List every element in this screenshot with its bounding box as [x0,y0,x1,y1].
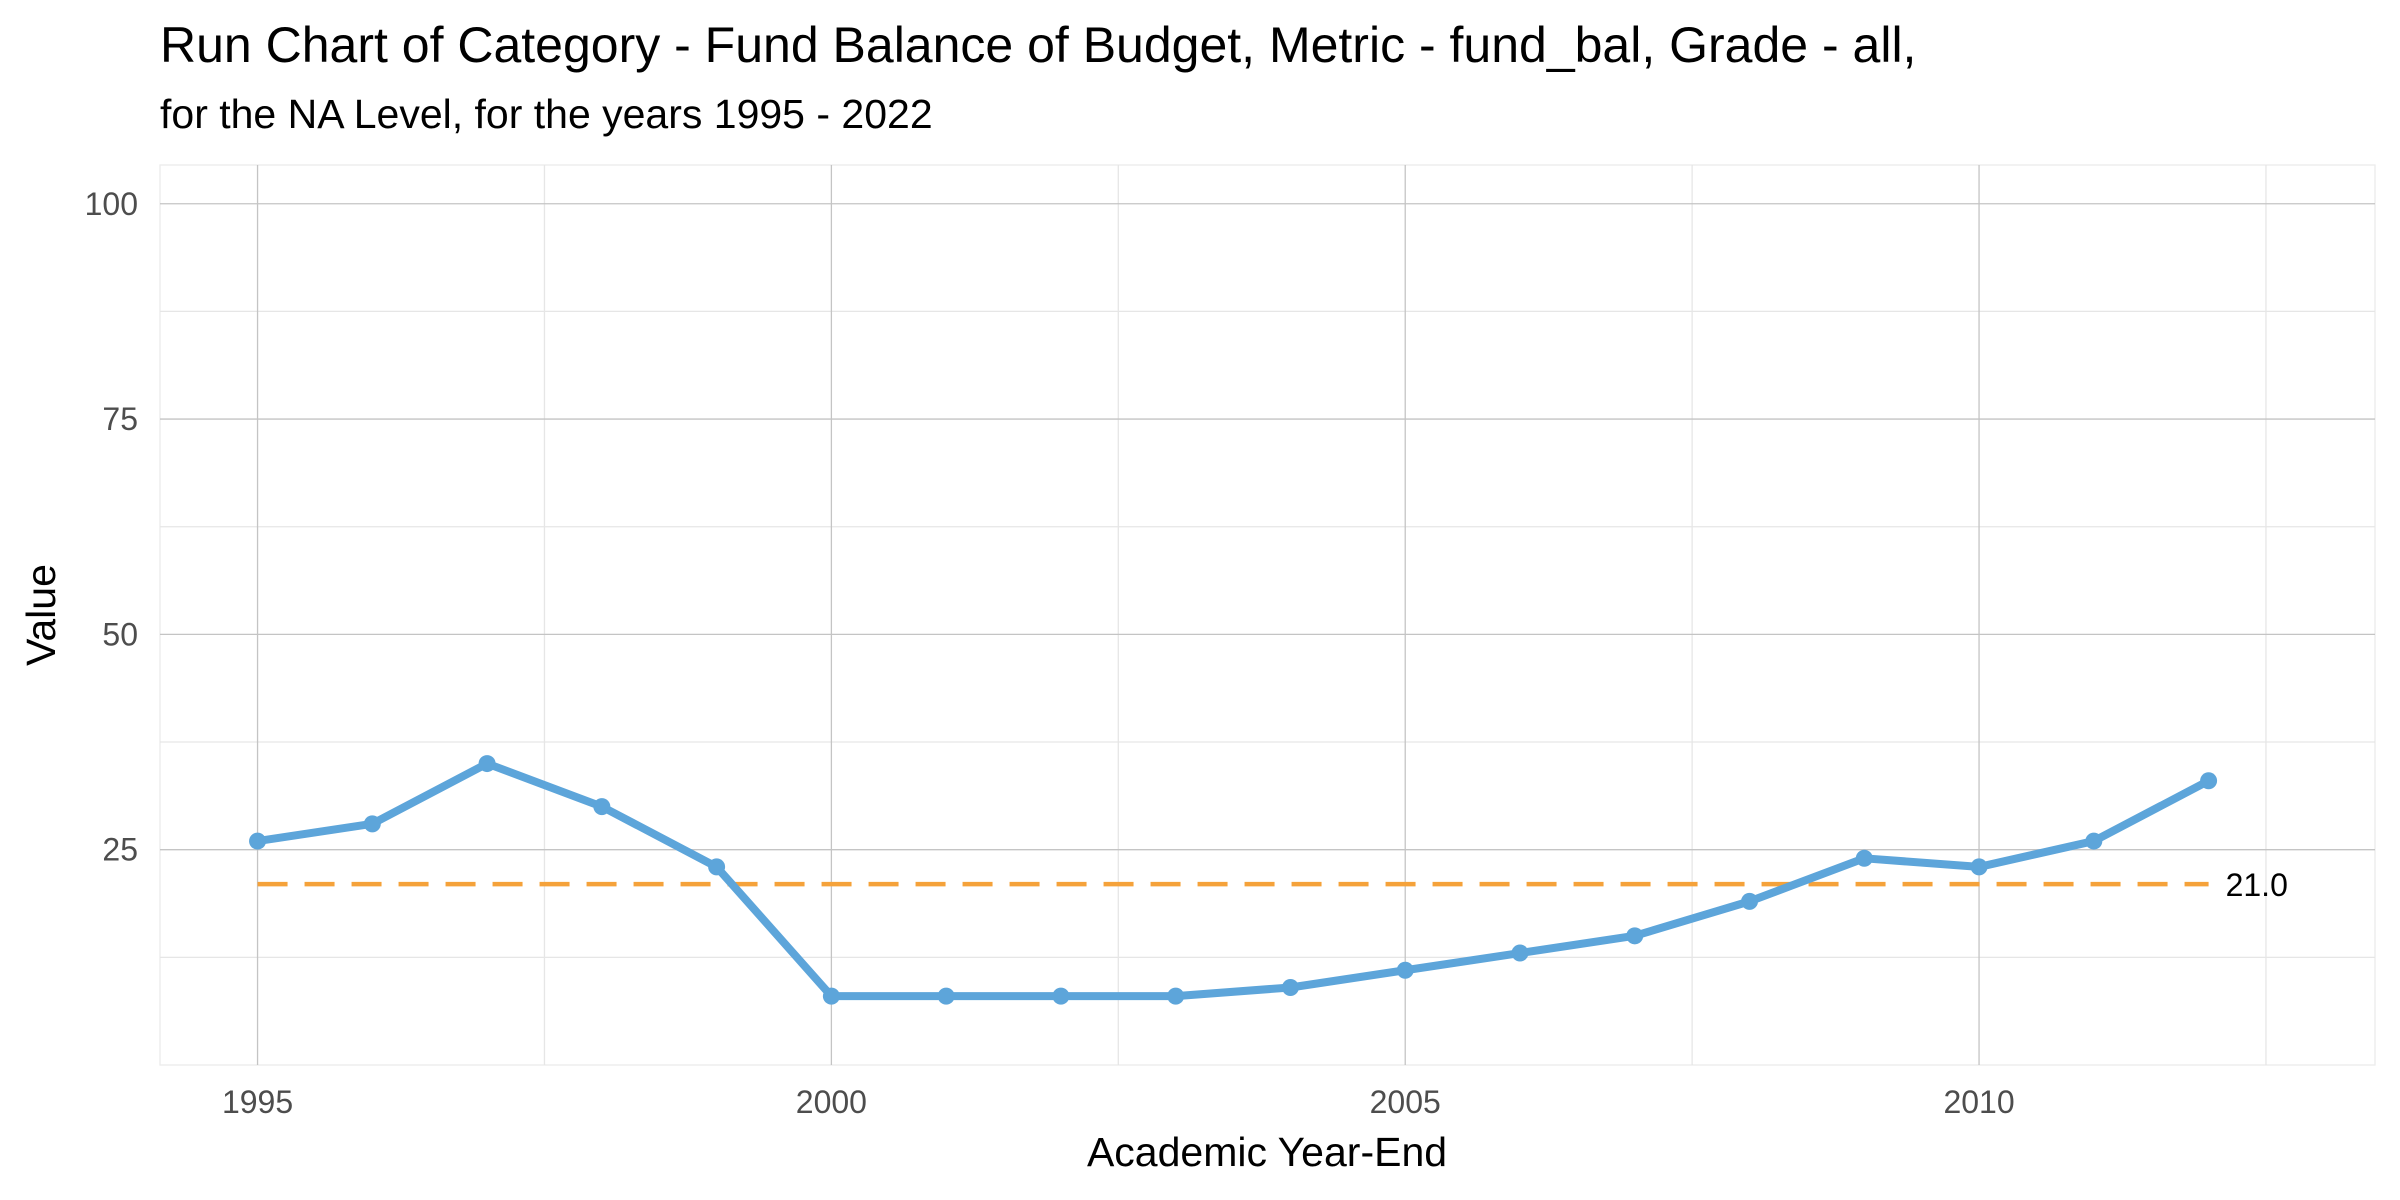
x-axis-title: Academic Year-End [1087,1129,1447,1175]
data-point [1855,849,1873,867]
major-gridlines [160,165,2375,1065]
plot-panel: 21.0 [159,164,2376,1066]
chart-subtitle: for the NA Level, for the years 1995 - 2… [160,91,933,137]
plot-background [159,164,2376,1066]
data-point [1396,961,1414,979]
data-point [593,798,611,816]
data-point [708,858,726,876]
x-tick-label: 2005 [1370,1084,1441,1120]
y-axis-ticks: 25 50 75 100 [85,186,138,868]
y-tick-label: 100 [85,186,138,222]
data-point [2200,772,2218,790]
data-point [822,987,840,1005]
y-tick-label: 75 [102,401,138,437]
x-tick-label: 2000 [796,1084,867,1120]
data-point [937,987,955,1005]
x-axis-ticks: 1995 2000 2005 2010 [222,1084,2015,1120]
x-tick-label: 1995 [222,1084,293,1120]
y-tick-label: 25 [102,832,138,868]
data-point [1052,987,1070,1005]
data-point [1970,858,1988,876]
data-point [249,832,267,850]
data-point [1281,978,1299,996]
reference-line-layer: 21.0 [257,867,2288,903]
x-tick-label: 2010 [1943,1084,2014,1120]
series-layer [249,755,2218,1005]
series-line [253,759,2213,1001]
data-point [2085,832,2103,850]
data-point [1511,944,1529,962]
minor-gridlines [160,165,2375,1065]
reference-line-label: 21.0 [2226,867,2288,903]
data-point [363,815,381,833]
chart-title: Run Chart of Category - Fund Balance of … [160,17,1916,73]
y-tick-label: 50 [102,616,138,652]
y-axis-title: Value [18,564,64,666]
data-point [1626,927,1644,945]
data-point [1741,892,1759,910]
data-point [1167,987,1185,1005]
data-point [478,755,496,773]
